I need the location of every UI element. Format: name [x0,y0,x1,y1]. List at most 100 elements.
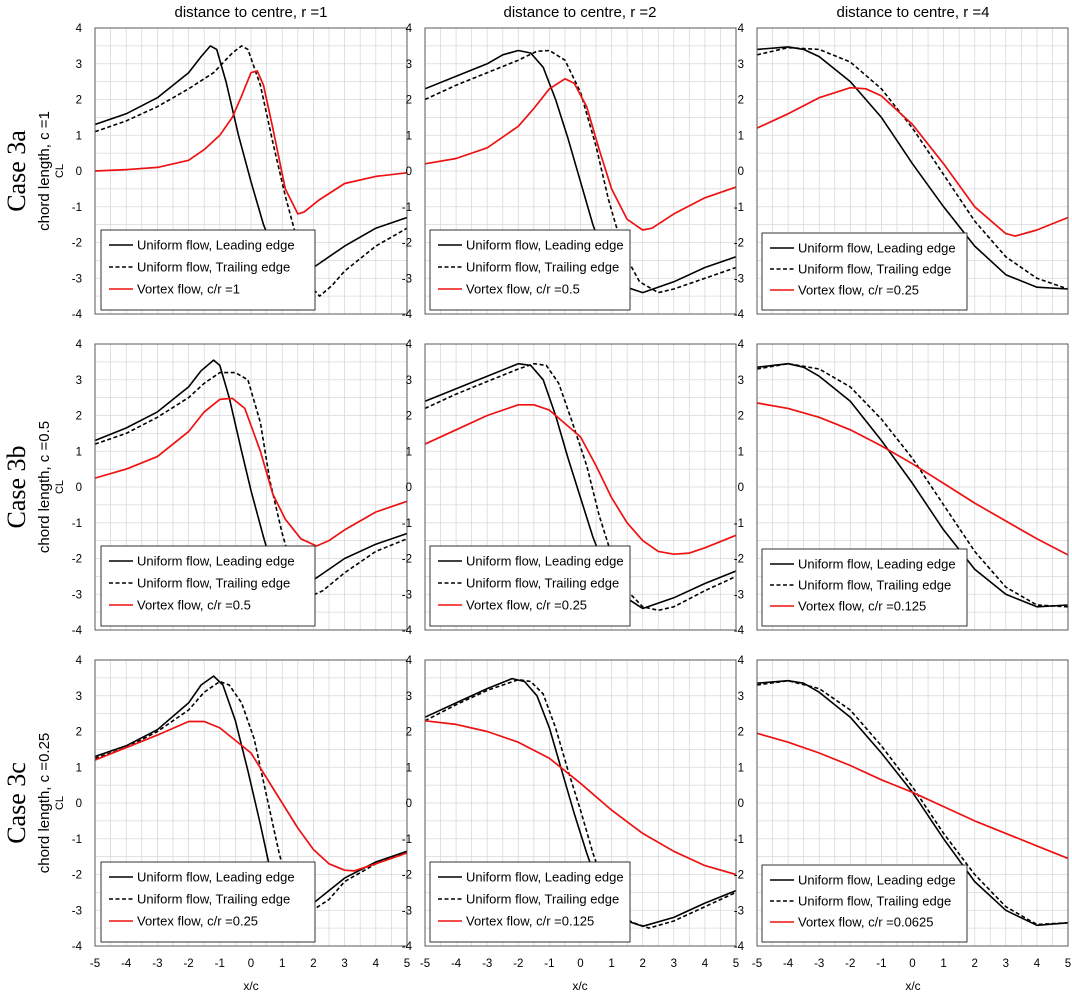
y-tick-label: -3 [734,589,744,601]
x-tick-label: 0 [248,958,254,970]
y-tick-label: -2 [734,870,744,882]
series-line-uniform-leading-edge [95,359,407,592]
y-tick-label: 2 [406,727,412,739]
legend-entry: Uniform flow, Trailing edge [798,578,951,593]
x-axis-label-col-2: x/c [572,979,587,993]
x-tick-label: 4 [702,958,709,970]
x-tick-label: 3 [341,958,347,970]
series-group [425,677,736,929]
y-tick-label: -2 [402,238,412,250]
plot-frame [94,659,408,947]
y-tick-label: 0 [738,798,744,810]
x-tick-label: -5 [420,958,430,970]
y-tick-label: 1 [406,446,412,458]
legend-entry: Uniform flow, Trailing edge [798,262,951,277]
legend: Uniform flow, Leading edge Uniform flow, … [429,229,631,311]
y-tick-label: -1 [72,202,82,214]
y-tick-label: -1 [72,518,82,530]
x-tick-label: 3 [1003,958,1009,970]
y-tick-label: -3 [402,905,412,917]
y-tick-label: 2 [76,411,82,423]
x-tick-label: -2 [183,958,193,970]
column-title-r1: distance to centre, r =1 [174,4,327,21]
y-tick-label: 2 [738,95,744,107]
y-tick-label: 3 [76,691,82,703]
y-tick-label: 2 [76,727,82,739]
y-tick-label: 3 [406,691,412,703]
legend: Uniform flow, Leading edge Uniform flow, … [761,232,968,311]
legend-entry: Vortex flow, c/r =1 [137,282,240,297]
series-group [757,46,1068,290]
plot-frame [756,27,1069,315]
legend-entry: Uniform flow, Trailing edge [137,260,290,275]
y-tick-label: 3 [738,691,744,703]
legend-box [100,545,316,627]
legend-box [761,232,968,311]
column-title-r4: distance to centre, r =4 [836,4,989,21]
legend: Uniform flow, Leading edge Uniform flow, … [100,545,316,627]
y-tick-label: -2 [72,870,82,882]
y-tick-label: 4 [738,655,745,667]
legend-entry: Uniform flow, Leading edge [466,554,624,569]
row-subtitle-case-3a: chord length, c =1 [36,111,53,231]
y-tick-label: 1 [738,446,744,458]
x-tick-label: -4 [121,958,132,970]
legend-entry: Uniform flow, Trailing edge [798,894,951,909]
y-tick-label: 1 [76,446,82,458]
legend-box [761,864,968,943]
x-tick-label: -5 [90,958,100,970]
legend: Uniform flow, Leading edge Uniform flow, … [429,545,631,627]
y-tick-label: 3 [738,59,744,71]
legend-entry: Uniform flow, Trailing edge [466,892,619,907]
x-tick-label: 5 [404,958,410,970]
legend-entry: Vortex flow, c/r =0.0625 [798,915,934,930]
legend-entry: Uniform flow, Trailing edge [137,576,290,591]
legend-entry: Uniform flow, Leading edge [137,554,295,569]
y-tick-label: 4 [406,655,413,667]
series-line-uniform-trailing-edge [95,371,407,599]
legend-box [429,861,631,943]
legend-box [429,545,631,627]
y-tick-label: -1 [734,518,744,530]
series-group [95,359,407,599]
y-tick-label: -1 [402,518,412,530]
row-label-case-3c: Case 3c [2,762,31,844]
series-line-uniform-leading-edge [95,45,407,280]
y-tick-label: 1 [76,762,82,774]
legend-entry: Uniform flow, Leading edge [466,238,624,253]
y-tick-label: 4 [76,655,83,667]
plot-frame [94,27,408,315]
y-tick-label: 0 [76,482,82,494]
series-line-vortex-flow [95,720,407,872]
x-tick-label: -4 [451,958,462,970]
figure-titles: distance to centre, r =1 distance to cen… [2,4,990,993]
series-line-uniform-trailing-edge [425,678,736,929]
y-tick-label: -1 [402,834,412,846]
plot-frame [756,659,1069,947]
y-tick-label: 4 [406,23,413,35]
series-group [425,49,736,294]
y-tick-label: -4 [72,309,83,321]
x-tick-label: 1 [608,958,614,970]
y-tick-label: -3 [72,273,82,285]
series-line-vortex-flow [425,77,736,231]
x-tick-label: 5 [733,958,739,970]
legend-entry: Uniform flow, Trailing edge [466,260,619,275]
row-subtitle-case-3c: chord length, c =0.25 [36,733,53,874]
x-tick-label: -3 [814,958,824,970]
y-tick-label: 1 [738,762,744,774]
y-tick-label: 2 [738,727,744,739]
legend-entry: Uniform flow, Leading edge [798,873,956,888]
y-tick-label: -2 [734,238,744,250]
y-axis-label-row-1: CL [54,164,66,178]
row-subtitle-case-3b: chord length, c =0.5 [36,421,53,553]
x-tick-label: 2 [971,958,977,970]
legend-entry: Vortex flow, c/r =0.25 [466,598,587,613]
y-tick-label: 2 [738,411,744,423]
y-tick-label: 0 [76,798,82,810]
series-line-vortex-flow [757,86,1068,237]
series-line-uniform-leading-edge [95,675,407,912]
y-tick-label: 3 [738,375,744,387]
